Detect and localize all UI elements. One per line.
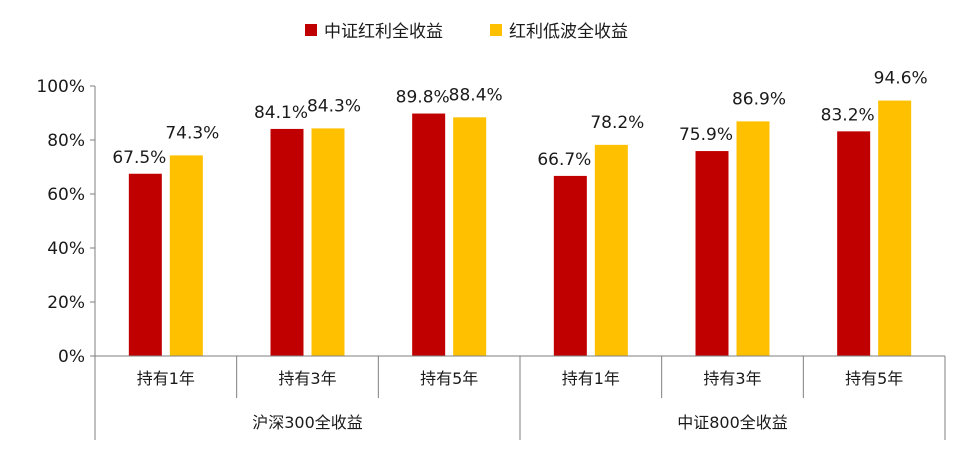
x-category-label: 持有3年 (278, 369, 336, 388)
x-group-label: 沪深300全收益 (252, 413, 363, 432)
y-tick-label: 40% (47, 239, 85, 259)
bar-value-label: 66.7% (537, 150, 591, 170)
bar-series-1 (553, 175, 587, 356)
bar-series-1 (270, 128, 304, 356)
legend-label-series-2: 红利低波全收益 (509, 22, 628, 42)
x-category-label: 持有1年 (137, 369, 195, 388)
y-tick-label: 60% (47, 185, 85, 205)
bar-value-label: 78.2% (590, 113, 644, 133)
bar-value-label: 67.5% (112, 148, 166, 168)
bar-value-label: 84.3% (307, 96, 361, 116)
bar-value-label: 75.9% (679, 125, 733, 145)
bar-value-label: 94.6% (874, 69, 928, 89)
bar-value-label: 83.2% (821, 105, 875, 125)
bar-series-2 (169, 155, 203, 356)
bar-value-label: 88.4% (449, 85, 503, 105)
bar-value-label: 74.3% (165, 123, 219, 143)
bar-series-2 (878, 100, 912, 356)
bar-value-label: 89.8% (396, 88, 450, 108)
legend-swatch-series-2 (490, 24, 502, 36)
legend: 中证红利全收益 红利低波全收益 (305, 22, 628, 42)
x-category-label: 持有5年 (845, 369, 903, 388)
x-category-label: 持有1年 (562, 369, 620, 388)
bar-value-label: 84.1% (254, 103, 308, 123)
legend-label-series-1: 中证红利全收益 (324, 22, 443, 42)
bar-series-1 (128, 173, 162, 356)
value-labels: 67.5% 84.1% 89.8% 66.7% 75.9% 83.2% 74.3% 84.3%… (112, 69, 927, 170)
y-tick-label: 100% (36, 77, 85, 97)
x-category-label: 持有5年 (420, 369, 478, 388)
bar-series-1 (412, 113, 446, 356)
bar-series-1 (837, 131, 871, 356)
y-tick-label: 0% (58, 347, 85, 367)
x-category-label: 持有3年 (703, 369, 761, 388)
bars (128, 100, 912, 357)
bar-series-2 (594, 144, 628, 356)
x-group-label: 中证800全收益 (677, 413, 788, 432)
y-axis-ticks: 0% 20% 40% 60% 80% 100% (36, 77, 95, 367)
y-tick-label: 80% (47, 131, 85, 151)
bar-series-1 (695, 151, 729, 356)
legend-swatch-series-1 (305, 24, 317, 36)
bar-value-label: 86.9% (732, 89, 786, 109)
bar-series-2 (453, 117, 487, 356)
bar-series-2 (736, 121, 770, 357)
bar-series-2 (311, 128, 345, 356)
y-tick-label: 20% (47, 293, 85, 313)
